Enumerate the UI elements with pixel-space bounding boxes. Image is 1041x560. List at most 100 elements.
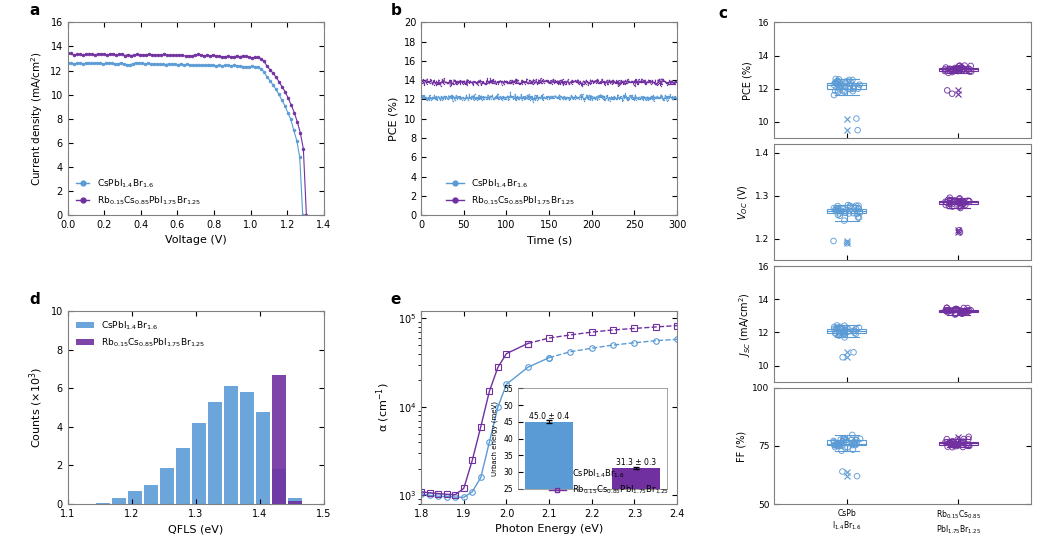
Point	[937, 67, 954, 76]
Bar	[939, 310, 977, 312]
Point	[950, 437, 967, 446]
Point	[954, 309, 970, 318]
Point	[828, 74, 844, 83]
Point	[832, 328, 848, 337]
Point	[848, 436, 865, 445]
Point	[954, 438, 970, 447]
Point	[830, 87, 846, 96]
Point	[829, 80, 845, 88]
Point	[942, 196, 959, 205]
Point	[954, 66, 970, 74]
Bar	[224, 386, 238, 504]
Point	[838, 438, 855, 447]
Point	[826, 436, 842, 445]
Point	[852, 435, 868, 444]
Point	[937, 197, 954, 206]
Point	[950, 226, 967, 235]
Point	[830, 211, 846, 220]
Point	[836, 216, 853, 225]
Point	[944, 67, 961, 76]
Point	[941, 199, 958, 208]
Point	[826, 204, 842, 213]
Point	[958, 307, 974, 316]
Point	[956, 197, 972, 206]
Bar	[256, 412, 271, 504]
Point	[845, 439, 862, 448]
Point	[943, 306, 960, 315]
Point	[842, 202, 859, 211]
Point	[829, 321, 845, 330]
Point	[954, 308, 970, 317]
Point	[841, 82, 858, 91]
Point	[831, 209, 847, 218]
Point	[837, 443, 854, 452]
Point	[837, 206, 854, 215]
Point	[841, 76, 858, 85]
Point	[841, 202, 858, 211]
Point	[831, 206, 847, 215]
Bar	[128, 492, 143, 504]
Point	[938, 198, 955, 207]
Bar	[939, 68, 977, 71]
Point	[844, 87, 861, 96]
Point	[945, 440, 962, 449]
Point	[951, 64, 968, 73]
Point	[839, 324, 856, 333]
Point	[963, 306, 980, 315]
Point	[948, 305, 965, 314]
Point	[852, 207, 868, 216]
Point	[945, 306, 962, 315]
Point	[830, 202, 846, 211]
Point	[834, 467, 850, 476]
Point	[837, 208, 854, 217]
Point	[830, 76, 846, 85]
Point	[832, 328, 848, 337]
Point	[830, 439, 846, 448]
X-axis label: QFLS (eV): QFLS (eV)	[168, 524, 224, 534]
Bar	[828, 440, 866, 445]
Point	[959, 441, 975, 450]
Point	[836, 326, 853, 335]
Bar	[176, 448, 191, 504]
Point	[835, 204, 852, 213]
Point	[836, 333, 853, 342]
Point	[943, 196, 960, 205]
Point	[950, 66, 967, 75]
Point	[954, 198, 970, 207]
Point	[945, 441, 962, 450]
Point	[956, 199, 972, 208]
Point	[848, 472, 865, 480]
Point	[944, 437, 961, 446]
Point	[839, 443, 856, 452]
Point	[836, 327, 853, 336]
Point	[830, 204, 846, 213]
Point	[826, 323, 842, 332]
Point	[842, 85, 859, 94]
Point	[835, 329, 852, 338]
Text: a: a	[29, 3, 40, 18]
Point	[951, 194, 968, 203]
Point	[834, 441, 850, 450]
Point	[939, 86, 956, 95]
Point	[961, 432, 977, 441]
Point	[939, 442, 956, 451]
Point	[946, 440, 963, 449]
Point	[846, 437, 863, 446]
Point	[830, 327, 846, 336]
Point	[831, 84, 847, 93]
Point	[832, 324, 848, 333]
Point	[937, 306, 954, 315]
Point	[961, 197, 977, 206]
Point	[830, 206, 846, 214]
Point	[951, 64, 968, 73]
Point	[838, 436, 855, 445]
Point	[826, 80, 842, 89]
Bar	[159, 468, 174, 504]
Bar	[828, 83, 866, 89]
Point	[847, 329, 864, 338]
Point	[850, 201, 867, 210]
Point	[955, 437, 971, 446]
Point	[844, 207, 861, 216]
Point	[951, 62, 968, 71]
Point	[957, 200, 973, 209]
